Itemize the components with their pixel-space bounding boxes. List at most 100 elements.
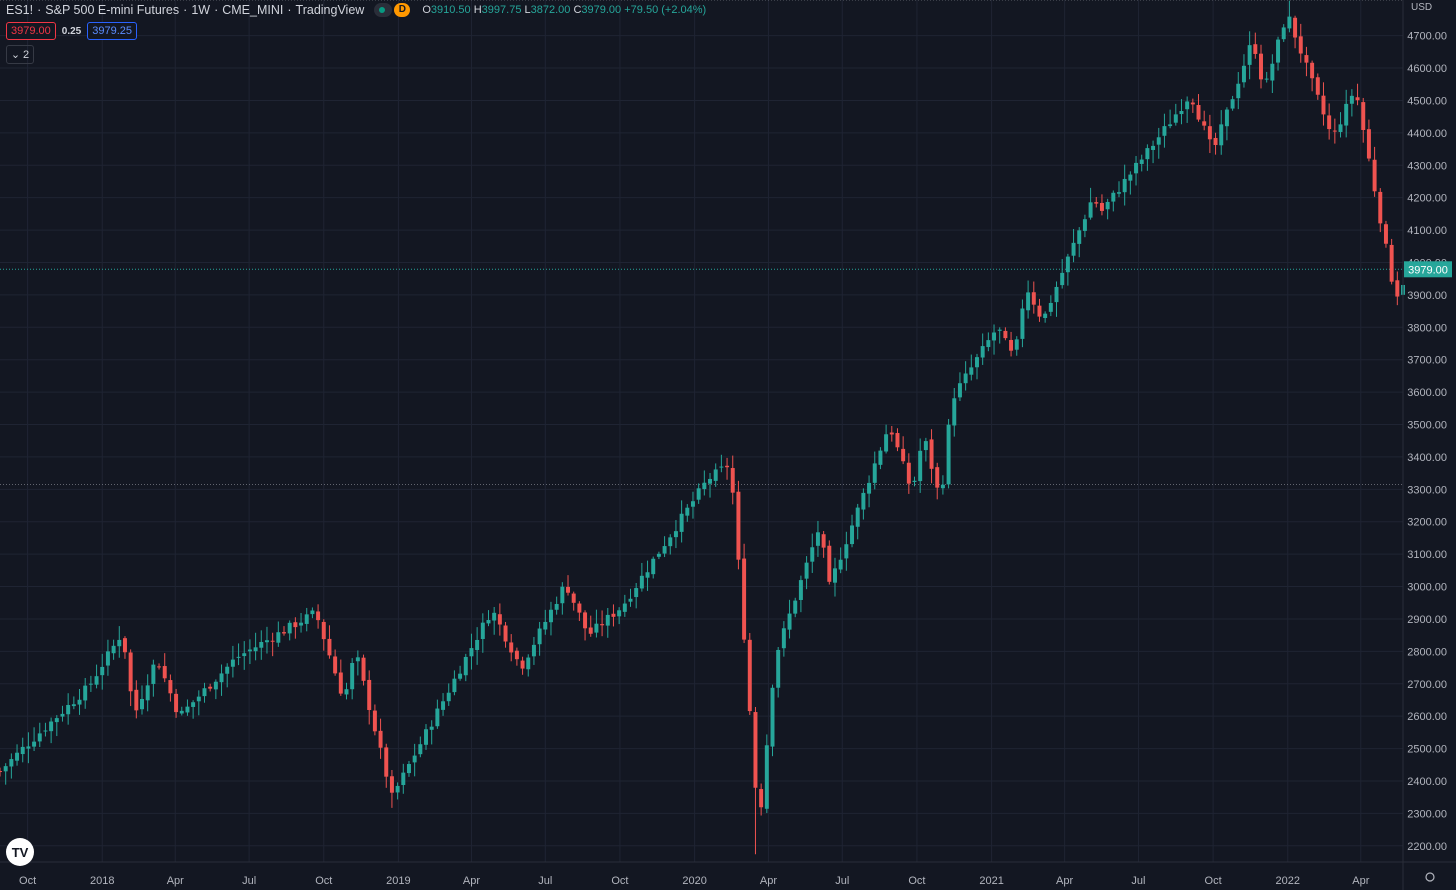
y-tick-label: 3400.00	[1407, 452, 1447, 464]
symbol-name[interactable]: ES1!	[6, 3, 34, 17]
candle-body	[458, 673, 463, 679]
candle-body	[1366, 129, 1371, 159]
candle-body	[151, 664, 156, 684]
candle-body	[662, 546, 667, 554]
open-label: O	[422, 4, 431, 16]
symbol-legend[interactable]: ES1! · S&P 500 E-mini Futures · 1W · CME…	[6, 2, 706, 18]
candle-body	[66, 705, 71, 715]
candle-body	[1003, 330, 1008, 339]
y-tick-label: 4100.00	[1407, 225, 1447, 237]
close-value: 3979.00	[581, 4, 622, 16]
candle-body	[520, 660, 525, 669]
candle-body	[1156, 137, 1161, 145]
candle-body	[872, 463, 877, 483]
y-tick-label: 3600.00	[1407, 387, 1447, 399]
candle-body	[117, 639, 122, 647]
candle-body	[787, 613, 792, 630]
candle-body	[1071, 242, 1076, 256]
candle-body	[1202, 121, 1207, 126]
tradingview-logo-icon[interactable]: TV	[6, 838, 34, 866]
x-tick-label: 2021	[979, 875, 1003, 887]
candle-body	[389, 776, 394, 793]
candle-body	[287, 622, 292, 634]
candle-body	[867, 482, 872, 494]
candle-body	[412, 755, 417, 763]
candle-body	[1122, 178, 1127, 193]
buy-price-button[interactable]: 3979.25	[87, 22, 137, 40]
candle-body	[884, 434, 889, 452]
candle-body	[708, 478, 713, 484]
interval-label[interactable]: 1W	[191, 3, 211, 17]
candle-body	[492, 612, 497, 621]
data-badge[interactable]: D	[394, 3, 411, 17]
candle-body	[71, 704, 76, 707]
candle-body	[753, 712, 758, 788]
candle-body	[702, 482, 707, 490]
candle-body	[804, 562, 809, 579]
candle-body	[639, 575, 644, 589]
y-tick-label: 3500.00	[1407, 420, 1447, 432]
candle-body	[957, 383, 962, 398]
x-tick-label: Oct	[611, 875, 628, 887]
candle-body	[793, 600, 798, 614]
candle-body	[543, 621, 548, 630]
candle-body	[747, 639, 752, 712]
candle-body	[213, 681, 218, 690]
candle-body	[1349, 95, 1354, 104]
candle-body	[634, 588, 639, 598]
open-value: 3910.50	[430, 4, 471, 16]
last-price-tag	[1404, 261, 1452, 278]
candle-body	[679, 513, 684, 532]
candles	[0, 0, 1405, 855]
y-tick-label: 2400.00	[1407, 776, 1447, 788]
candle-body	[122, 638, 127, 653]
candle-body	[1304, 55, 1309, 63]
candle-body	[696, 488, 701, 500]
candle-body	[1315, 77, 1320, 95]
candle-body	[406, 764, 411, 774]
y-tick-label: 4200.00	[1407, 193, 1447, 205]
candle-body	[1145, 148, 1150, 160]
sell-price-button[interactable]: 3979.00	[6, 22, 56, 40]
candle-body	[1026, 292, 1031, 311]
candle-body	[1230, 99, 1235, 109]
candle-body	[509, 642, 514, 653]
candle-body	[191, 702, 196, 707]
candle-body	[1009, 339, 1014, 351]
x-tick-label: Oct	[19, 875, 36, 887]
candle-body	[776, 649, 781, 688]
candle-body	[1344, 103, 1349, 126]
candle-body	[1077, 230, 1082, 244]
market-status-icon[interactable]	[374, 3, 393, 17]
candle-body	[1241, 65, 1246, 83]
candle-body	[304, 614, 309, 624]
candle-body	[338, 672, 343, 694]
y-tick-label: 3700.00	[1407, 355, 1447, 367]
candle-body	[20, 746, 25, 755]
candle-body	[1236, 83, 1241, 99]
candle-body	[605, 614, 610, 626]
candle-body	[310, 610, 315, 615]
candle-body	[594, 623, 599, 633]
candle-body	[940, 484, 945, 489]
candle-body	[1389, 244, 1394, 282]
indicator-count: 2	[23, 48, 30, 61]
candle-body	[37, 733, 42, 742]
change-value: +79.50 (+2.04%)	[624, 4, 707, 16]
candle-body	[174, 693, 179, 713]
x-tick-label: 2019	[386, 875, 410, 887]
candle-body	[974, 357, 979, 368]
indicators-toggle-button[interactable]: ⌄ 2	[6, 45, 34, 64]
candle-body	[986, 340, 991, 348]
candle-body	[832, 568, 837, 583]
low-label: L	[524, 4, 531, 16]
candle-body	[1383, 224, 1388, 244]
candle-body	[1088, 202, 1093, 218]
candle-body	[463, 656, 468, 676]
candle-body	[531, 644, 536, 657]
candle-body	[253, 647, 258, 652]
x-tick-label: 2022	[1276, 875, 1300, 887]
candle-body	[49, 721, 54, 732]
candle-body	[202, 688, 207, 697]
